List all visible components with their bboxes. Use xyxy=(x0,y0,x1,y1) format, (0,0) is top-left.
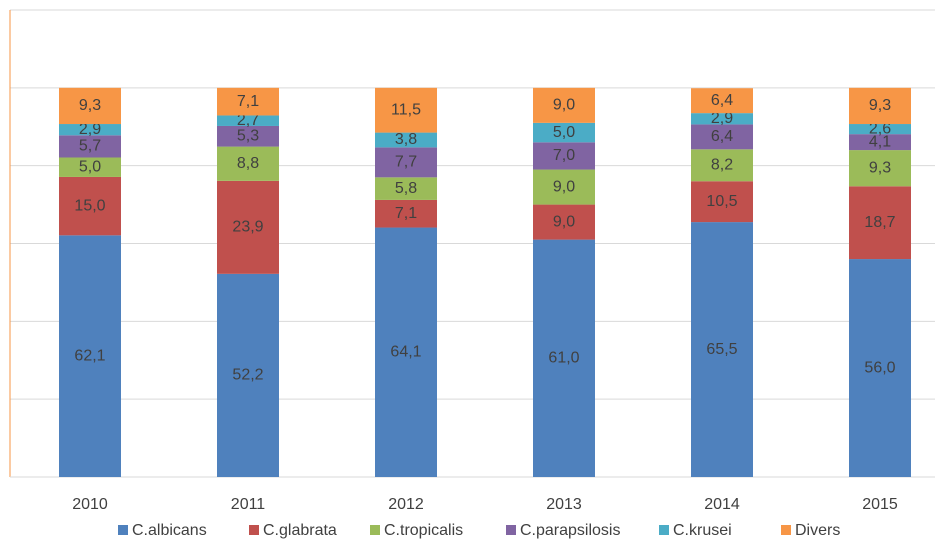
legend-swatch xyxy=(118,525,128,535)
data-label: 9,0 xyxy=(553,97,575,114)
legend-label: C.albicans xyxy=(132,522,207,539)
bar-segment xyxy=(217,180,279,274)
bar-segment xyxy=(533,239,595,477)
bar-segment xyxy=(533,169,595,205)
data-label: 4,1 xyxy=(869,133,891,150)
data-label: 2,9 xyxy=(79,121,101,138)
legend-swatch xyxy=(781,525,791,535)
data-label: 7,7 xyxy=(395,154,417,171)
data-label: 61,0 xyxy=(548,350,579,367)
legend-swatch xyxy=(506,525,516,535)
data-label: 9,3 xyxy=(79,97,101,114)
legend-label: C.glabrata xyxy=(263,522,337,539)
data-label: 9,3 xyxy=(869,159,891,176)
data-label: 6,4 xyxy=(711,92,733,109)
data-label: 5,8 xyxy=(395,180,417,197)
data-label: 6,4 xyxy=(711,128,733,145)
data-label: 62,1 xyxy=(74,347,105,364)
bar-segment xyxy=(217,146,279,181)
x-tick-label: 2010 xyxy=(72,496,108,513)
data-label: 5,0 xyxy=(79,158,101,175)
data-label: 10,5 xyxy=(706,193,737,210)
legend-swatch xyxy=(370,525,380,535)
legend-label: C.parapsilosis xyxy=(520,522,620,539)
bar-segment xyxy=(375,147,437,178)
data-label: 52,2 xyxy=(232,367,263,384)
bar-segment xyxy=(533,87,595,123)
bar-segment xyxy=(849,259,911,477)
data-label: 11,5 xyxy=(391,101,421,118)
data-label: 2,6 xyxy=(869,120,891,137)
bar-segment xyxy=(59,235,121,477)
data-label: 7,0 xyxy=(553,147,575,164)
data-label: 5,7 xyxy=(79,138,101,155)
data-label: 64,1 xyxy=(390,343,421,360)
data-label: 7,1 xyxy=(395,205,417,222)
data-label: 3,8 xyxy=(395,131,417,148)
bar-segment xyxy=(849,124,911,135)
bar-segment xyxy=(691,149,753,182)
legend-label: C.krusei xyxy=(673,522,732,539)
bar-segment xyxy=(691,88,753,114)
bar-segment xyxy=(59,87,121,125)
x-tick-label: 2015 xyxy=(862,496,898,513)
data-label: 8,2 xyxy=(711,156,733,173)
bar-segment xyxy=(849,87,911,125)
legend-swatch xyxy=(659,525,669,535)
x-tick-label: 2013 xyxy=(546,496,582,513)
data-label: 8,8 xyxy=(237,155,259,172)
bar-segment xyxy=(533,142,595,170)
bar-segment xyxy=(691,124,753,150)
bar-segment xyxy=(217,87,279,116)
data-label: 65,5 xyxy=(706,341,737,358)
data-label: 9,0 xyxy=(553,178,575,195)
data-label: 56,0 xyxy=(864,359,895,376)
bar-segment xyxy=(217,273,279,477)
bar-segment xyxy=(533,204,595,240)
data-label: 5,0 xyxy=(553,124,575,141)
data-label: 23,9 xyxy=(232,219,263,236)
bar-segment xyxy=(375,227,437,477)
bar-segment xyxy=(849,150,911,187)
data-label: 7,1 xyxy=(237,93,259,110)
data-label: 2,7 xyxy=(237,112,259,129)
x-tick-label: 2011 xyxy=(231,496,266,513)
bar-segment xyxy=(375,177,437,200)
data-label: 2,9 xyxy=(711,110,733,127)
data-label: 5,3 xyxy=(237,128,259,145)
x-tick-label: 2014 xyxy=(704,496,740,513)
bar-segment xyxy=(59,124,121,136)
bar-segment xyxy=(691,181,753,223)
bar-segment xyxy=(217,115,279,126)
legend-label: C.tropicalis xyxy=(384,522,463,539)
bar-segment xyxy=(375,199,437,228)
bar-segment xyxy=(691,113,753,125)
data-label: 9,3 xyxy=(869,97,891,114)
bar-segment xyxy=(59,135,121,158)
data-label: 15,0 xyxy=(74,197,105,214)
bar-segment xyxy=(849,134,911,151)
legend-swatch xyxy=(249,525,259,535)
bar-segment xyxy=(59,157,121,177)
bar-segment xyxy=(59,176,121,236)
x-tick-label: 2012 xyxy=(388,496,424,513)
bar-segment xyxy=(533,122,595,143)
data-label: 9,0 xyxy=(553,213,575,230)
bar-segment xyxy=(375,132,437,148)
bar-segment xyxy=(375,87,437,133)
bar-segment xyxy=(691,222,753,477)
data-label: 18,7 xyxy=(864,214,895,231)
bar-segment xyxy=(217,125,279,147)
legend-label: Divers xyxy=(795,522,840,539)
bar-segment xyxy=(849,186,911,260)
